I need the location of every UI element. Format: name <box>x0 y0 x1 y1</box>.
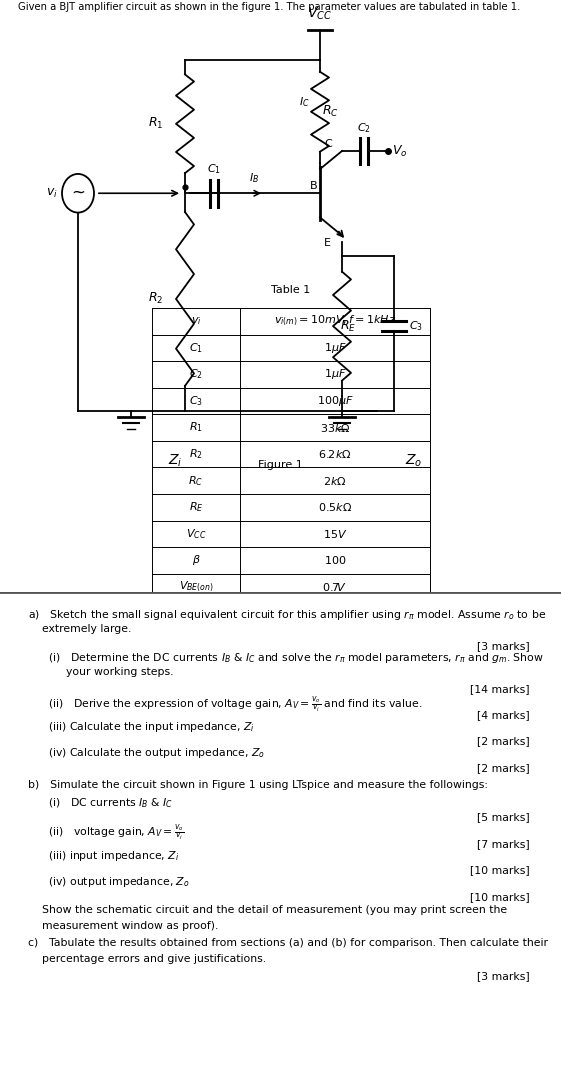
Text: $C_3$: $C_3$ <box>409 320 423 333</box>
Text: Table 1: Table 1 <box>272 285 311 295</box>
Text: $Z_i$: $Z_i$ <box>168 453 182 470</box>
Text: $V_o$: $V_o$ <box>392 144 407 159</box>
Text: [3 marks]: [3 marks] <box>477 640 530 651</box>
Text: $R_C$: $R_C$ <box>188 474 204 487</box>
Text: [3 marks]: [3 marks] <box>477 971 530 981</box>
Text: percentage errors and give justifications.: percentage errors and give justification… <box>42 955 266 964</box>
Text: your working steps.: your working steps. <box>66 667 173 677</box>
Text: $R_2$: $R_2$ <box>148 292 163 307</box>
Text: $R_1$: $R_1$ <box>148 117 163 132</box>
Text: b) Simulate the circuit shown in Figure 1 using LTspice and measure the followin: b) Simulate the circuit shown in Figure … <box>28 780 488 789</box>
Text: $R_E$: $R_E$ <box>188 500 203 514</box>
Text: extremely large.: extremely large. <box>42 624 131 634</box>
Text: $33k\Omega$: $33k\Omega$ <box>320 421 350 433</box>
Text: Given a BJT amplifier circuit as shown in the figure 1. The parameter values are: Given a BJT amplifier circuit as shown i… <box>18 2 521 12</box>
Text: [2 marks]: [2 marks] <box>477 762 530 773</box>
Text: (i) Determine the DC currents $I_B$ & $I_C$ and solve the $r_{\pi}$ model parame: (i) Determine the DC currents $I_B$ & $I… <box>48 651 544 665</box>
Text: [14 marks]: [14 marks] <box>470 684 530 693</box>
Text: [7 marks]: [7 marks] <box>477 839 530 849</box>
Text: (iii) input impedance, $Z_i$: (iii) input impedance, $Z_i$ <box>48 849 179 863</box>
Text: $v_i$: $v_i$ <box>191 315 201 327</box>
Text: $R_1$: $R_1$ <box>189 421 203 434</box>
Text: a) Sketch the small signal equivalent circuit for this amplifier using $r_{\pi}$: a) Sketch the small signal equivalent ci… <box>28 608 546 622</box>
Text: (iv) output impedance, $Z_o$: (iv) output impedance, $Z_o$ <box>48 875 190 889</box>
Text: (iii) Calculate the input impedance, $Z_i$: (iii) Calculate the input impedance, $Z_… <box>48 720 255 734</box>
Text: B: B <box>310 180 318 191</box>
Text: Show the schematic circuit and the detail of measurement (you may print screen t: Show the schematic circuit and the detai… <box>42 905 507 915</box>
Text: E: E <box>324 238 331 248</box>
Text: $1\mu F$: $1\mu F$ <box>324 341 346 355</box>
Text: ~: ~ <box>71 183 85 201</box>
Text: $6.2k\Omega$: $6.2k\Omega$ <box>318 448 352 460</box>
Text: $Z_o$: $Z_o$ <box>406 453 422 470</box>
Text: $0.7V$: $0.7V$ <box>323 581 348 593</box>
Text: $1\mu F$: $1\mu F$ <box>324 367 346 381</box>
Text: $R_E$: $R_E$ <box>340 319 356 334</box>
Text: $I_B$: $I_B$ <box>249 171 259 185</box>
Text: $2k\Omega$: $2k\Omega$ <box>323 475 347 487</box>
Text: (ii) voltage gain, $A_V = \frac{v_o}{v_i}$: (ii) voltage gain, $A_V = \frac{v_o}{v_i… <box>48 822 184 842</box>
Text: $100\mu F$: $100\mu F$ <box>316 394 353 408</box>
Text: $\beta$: $\beta$ <box>192 553 200 567</box>
Text: $C_1$: $C_1$ <box>207 163 221 176</box>
Text: [10 marks]: [10 marks] <box>470 892 530 902</box>
Text: $C_2$: $C_2$ <box>189 367 203 381</box>
Text: [10 marks]: [10 marks] <box>470 865 530 875</box>
Text: $15V$: $15V$ <box>323 528 347 540</box>
Text: Figure 1: Figure 1 <box>257 460 302 470</box>
Text: [5 marks]: [5 marks] <box>477 812 530 823</box>
Text: C: C <box>324 138 332 149</box>
Text: (i) DC currents $I_B$ & $I_C$: (i) DC currents $I_B$ & $I_C$ <box>48 796 173 810</box>
Text: c) Tabulate the results obtained from sections (a) and (b) for comparison. Then : c) Tabulate the results obtained from se… <box>28 937 548 948</box>
Text: $v_i$: $v_i$ <box>46 187 58 200</box>
Text: $R_C$: $R_C$ <box>322 104 339 119</box>
Text: $V_{CC}$: $V_{CC}$ <box>307 5 333 22</box>
Text: $C_3$: $C_3$ <box>189 394 203 408</box>
Text: $C_2$: $C_2$ <box>357 121 371 135</box>
Text: $R_2$: $R_2$ <box>189 447 203 461</box>
Text: (ii) Derive the expression of voltage gain, $A_V = \frac{v_o}{v_i}$ and find its: (ii) Derive the expression of voltage ga… <box>48 693 422 714</box>
Text: $V_{BE(on)}$: $V_{BE(on)}$ <box>178 580 214 594</box>
Text: $0.5k\Omega$: $0.5k\Omega$ <box>318 501 352 513</box>
Text: $v_{i(m)} = 10mV, f = 1kHz$: $v_{i(m)} = 10mV, f = 1kHz$ <box>274 314 396 328</box>
Text: [4 marks]: [4 marks] <box>477 711 530 720</box>
Text: $C_1$: $C_1$ <box>189 341 203 354</box>
Text: (iv) Calculate the output impedance, $Z_o$: (iv) Calculate the output impedance, $Z_… <box>48 746 265 760</box>
Text: $I_C$: $I_C$ <box>300 95 310 109</box>
Text: [2 marks]: [2 marks] <box>477 737 530 746</box>
Text: $V_{CC}$: $V_{CC}$ <box>186 527 206 541</box>
Text: $100$: $100$ <box>324 554 346 566</box>
Text: measurement window as proof).: measurement window as proof). <box>42 921 218 931</box>
